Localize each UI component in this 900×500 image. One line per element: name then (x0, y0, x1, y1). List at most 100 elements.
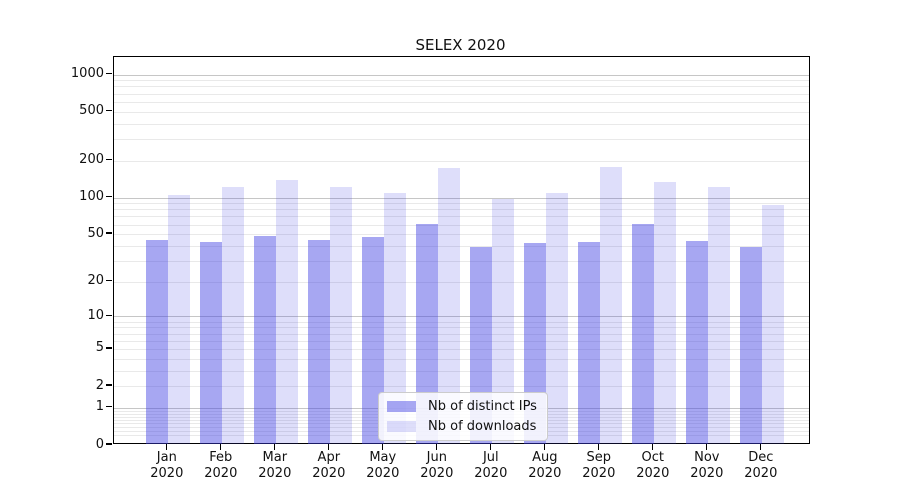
y-tick-label-2: 2 (95, 377, 104, 393)
gridline-minor (113, 86, 809, 88)
gridline-minor (113, 340, 809, 342)
y-tick-mark-10 (106, 314, 112, 317)
gridline-minor (113, 281, 809, 283)
x-tick-label-apr: Apr 2020 (302, 450, 356, 482)
x-tick-month: Mar (262, 450, 288, 465)
x-tick-year: 2020 (744, 466, 778, 481)
chart-legend: Nb of distinct IPs Nb of downloads (378, 392, 548, 441)
y-tick-mark-100 (106, 195, 112, 198)
x-tick-label-sep: Sep 2020 (572, 450, 626, 482)
legend-item-distinct-ips: Nb of distinct IPs (387, 399, 537, 414)
x-tick-label-nov: Nov 2020 (680, 450, 734, 482)
x-tick-year: 2020 (690, 466, 724, 481)
gridline-minor (113, 160, 809, 162)
x-tick-mark-jan (166, 444, 168, 450)
gridline-minor (113, 245, 809, 247)
gridline-minor (113, 224, 809, 226)
x-tick-mark-may (382, 444, 384, 450)
bar-ips-nov (686, 240, 708, 444)
x-tick-month: Nov (694, 450, 720, 465)
x-tick-mark-sep (598, 444, 600, 450)
gridline-minor (113, 209, 809, 211)
y-tick-label-1000: 1000 (70, 66, 104, 81)
x-tick-month: Sep (586, 450, 612, 465)
bar-downloads-aug (545, 193, 568, 444)
x-tick-year: 2020 (528, 466, 562, 481)
x-tick-month: Apr (317, 450, 341, 465)
y-tick-label-50: 50 (87, 225, 104, 241)
gridline-minor (113, 260, 809, 262)
x-tick-label-may: May 2020 (356, 450, 410, 482)
gridline-minor (113, 123, 809, 125)
chart-title: SELEX 2020 (415, 36, 506, 54)
bar-ips-oct (632, 223, 654, 444)
bar-downloads-may (383, 192, 406, 444)
bar-ips-jan (146, 239, 168, 444)
y-tick-mark-1 (106, 406, 112, 408)
x-tick-mark-aug (544, 444, 546, 450)
x-tick-month: Jul (482, 450, 499, 465)
gridline-minor (113, 348, 809, 350)
x-tick-label-mar: Mar 2020 (248, 450, 302, 482)
x-tick-label-jun: Jun 2020 (410, 450, 464, 482)
bar-downloads-dec (761, 204, 784, 444)
bar-ips-sep (578, 242, 600, 444)
x-tick-month: Jun (426, 450, 447, 465)
bar-ips-mar (254, 236, 276, 444)
bar-downloads-jun (437, 167, 460, 444)
x-tick-mark-jun (436, 444, 438, 450)
bar-ips-dec (740, 247, 762, 444)
x-tick-month: Dec (748, 450, 774, 465)
x-tick-mark-oct (652, 444, 654, 450)
x-tick-mark-apr (328, 444, 330, 450)
x-tick-label-feb: Feb 2020 (194, 450, 248, 482)
y-tick-mark-500 (106, 109, 112, 112)
y-tick-label-20: 20 (87, 273, 104, 289)
bar-downloads-sep (599, 166, 622, 444)
legend-swatch-downloads (387, 421, 416, 432)
gridline-minor (113, 203, 809, 205)
bar-downloads-jan (167, 195, 190, 444)
legend-swatch-distinct-ips (387, 401, 416, 412)
bar-downloads-nov (707, 186, 730, 444)
x-tick-year: 2020 (258, 466, 292, 481)
bar-ips-apr (308, 239, 330, 444)
gridline-minor (113, 327, 809, 329)
y-tick-label-10: 10 (87, 307, 104, 323)
x-tick-month: Feb (209, 450, 233, 465)
legend-item-downloads: Nb of downloads (387, 419, 537, 434)
x-tick-year: 2020 (636, 466, 670, 481)
y-tick-label-200: 200 (79, 152, 104, 168)
x-tick-label-oct: Oct 2020 (626, 450, 680, 482)
x-tick-month: Aug (532, 450, 558, 465)
x-tick-mark-nov (706, 444, 708, 450)
x-tick-label-dec: Dec 2020 (734, 450, 788, 482)
gridline-major-10 (113, 316, 809, 318)
y-tick-mark-5 (106, 347, 112, 349)
bar-downloads-apr (329, 186, 352, 444)
x-tick-year: 2020 (312, 466, 346, 481)
x-tick-year: 2020 (420, 466, 454, 481)
x-tick-mark-mar (274, 444, 276, 450)
gridline-major-100 (113, 197, 809, 199)
y-tick-label-1: 1 (95, 399, 104, 415)
gridline-minor (113, 111, 809, 113)
gridline-minor (113, 93, 809, 95)
gridline-minor (113, 370, 809, 372)
gridline-minor (113, 333, 809, 335)
x-tick-year: 2020 (150, 466, 184, 481)
x-tick-year: 2020 (204, 466, 238, 481)
bar-downloads-mar (275, 180, 298, 444)
y-tick-mark-50 (106, 232, 112, 234)
gridline-major-1000 (113, 74, 809, 76)
gridline-minor (113, 101, 809, 103)
gridline-minor (113, 386, 809, 388)
x-tick-label-jul: Jul 2020 (464, 450, 518, 482)
y-tick-label-500: 500 (79, 103, 104, 119)
y-tick-mark-2 (106, 384, 112, 386)
legend-label-downloads: Nb of downloads (428, 419, 537, 434)
x-tick-mark-dec (760, 444, 762, 450)
bar-downloads-jul (491, 198, 514, 444)
gridline-minor (113, 138, 809, 140)
